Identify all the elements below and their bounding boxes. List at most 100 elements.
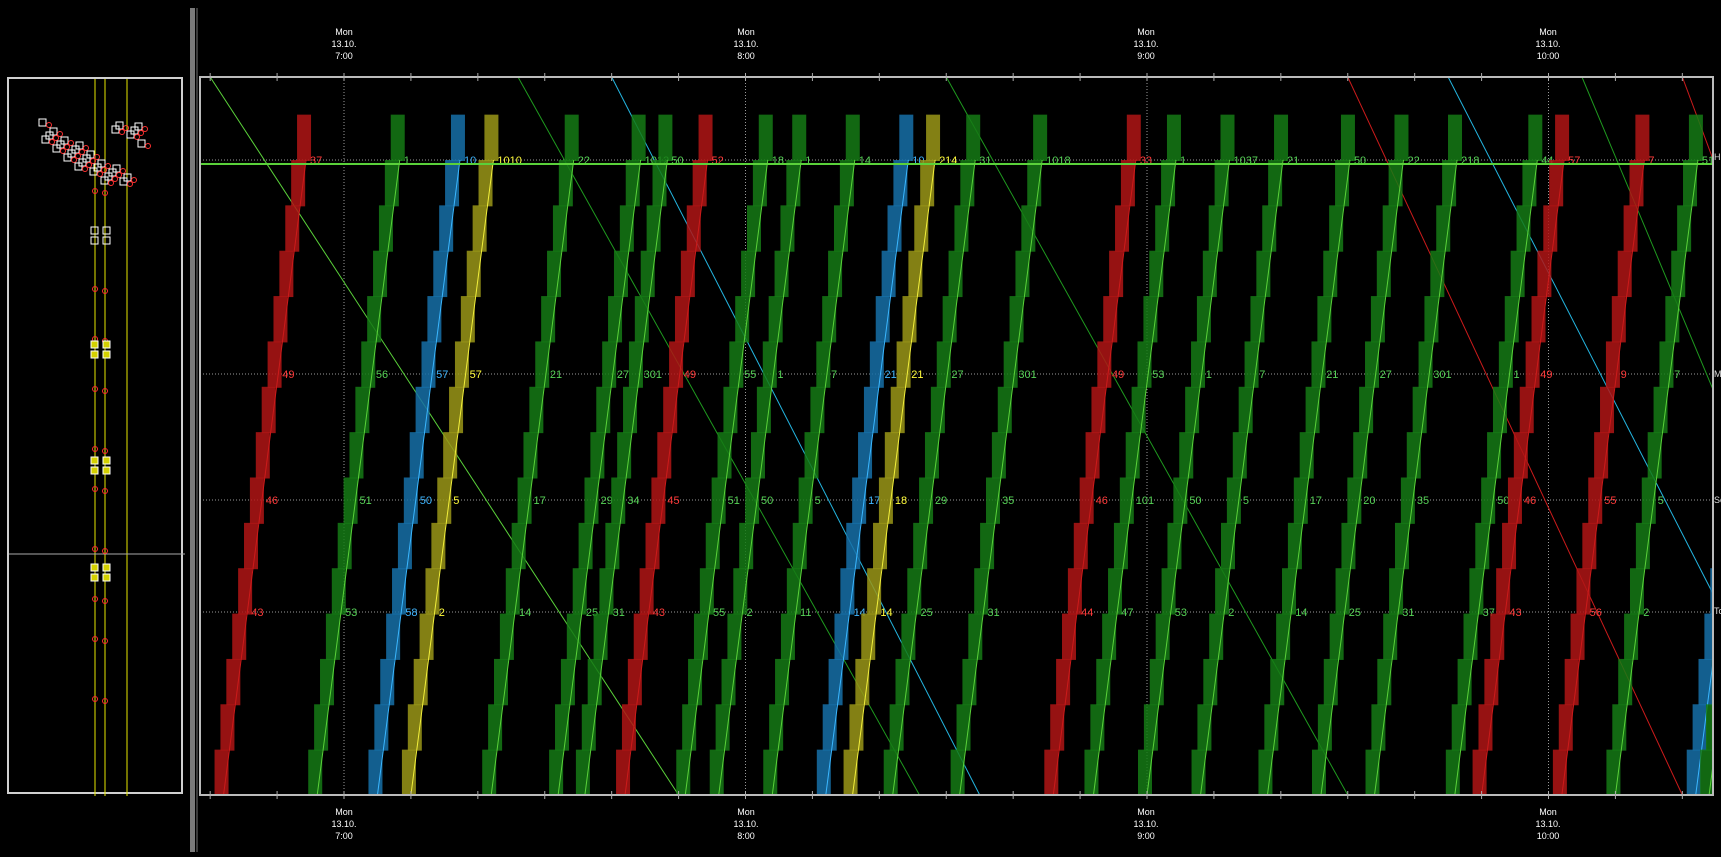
train-path[interactable]: 11181719: [1686, 115, 1721, 796]
signal-marker: [75, 153, 81, 159]
train-paths-layer[interactable]: 3749464315651531057505810105752222117141…: [200, 77, 1721, 796]
train-path-line[interactable]: [1320, 159, 1404, 795]
train-number-label: 44: [1081, 607, 1093, 619]
train-path-line[interactable]: [1092, 159, 1177, 795]
train-path-line[interactable]: [584, 159, 668, 795]
train-path-line[interactable]: [1052, 159, 1137, 795]
train-path[interactable]: 22 27 20 25: [1311, 114, 1420, 796]
signal-marker: [57, 131, 63, 137]
train-path-line[interactable]: [1146, 159, 1230, 795]
train-path[interactable]: 10 57 50 58: [368, 114, 476, 796]
train-path-line[interactable]: [718, 159, 802, 795]
station-node-group[interactable]: [90, 226, 111, 245]
train-path[interactable]: 21 7 5 2: [1191, 114, 1300, 796]
train-path-line[interactable]: [611, 77, 981, 795]
train-path-line[interactable]: [557, 159, 642, 795]
train-path[interactable]: 1018 301 35 31: [950, 114, 1071, 796]
train-path[interactable]: 37 49 46 43: [214, 114, 323, 796]
station-node-cluster[interactable]: [38, 118, 151, 187]
signal-marker: [92, 486, 98, 492]
panel-splitter[interactable]: [190, 8, 195, 852]
train-path-line[interactable]: [316, 159, 401, 795]
time-axis-time: 7:00: [335, 51, 353, 61]
train-path[interactable]: 1 56 51 53: [308, 114, 410, 796]
train-path[interactable]: 1012272925: [549, 114, 669, 796]
station-node-group[interactable]: [90, 563, 111, 582]
train-path[interactable]: 33 49 46 44: [1044, 114, 1152, 796]
train-path[interactable]: 31 27 29 25: [883, 114, 992, 796]
train-number-label: 46: [1096, 495, 1108, 507]
train-occupation-block: [1166, 114, 1181, 161]
train-occupation-block: [297, 114, 312, 161]
train-path[interactable]: 22 21 17 14: [482, 114, 590, 796]
train-number-label: 5: [815, 495, 821, 507]
signal-marker: [53, 135, 59, 141]
signal-marker: [86, 162, 92, 168]
train-path-line[interactable]: [376, 159, 461, 795]
train-number-label: 53: [1152, 369, 1164, 381]
train-path-line[interactable]: [1447, 77, 1721, 795]
train-path-line[interactable]: [825, 159, 909, 795]
train-path-line[interactable]: [1374, 159, 1458, 795]
train-number-label: 57: [1568, 155, 1580, 167]
time-axis-time: 8:00: [737, 51, 755, 61]
train-number-label: 17: [1310, 495, 1322, 507]
train-graph-area[interactable]: Mon 13.10. 7:00 Mon 13.10. 8:00 Mon 13.1…: [198, 0, 1721, 852]
train-path[interactable]: 57 49 46 43: [1472, 114, 1581, 796]
train-number-label: 2: [747, 607, 753, 619]
train-path[interactable]: 52 49 45 43: [616, 114, 724, 796]
train-path[interactable]: 218 301 35 31: [1365, 114, 1480, 796]
time-axis-time: 9:00: [1137, 51, 1155, 61]
train-path-line[interactable]: [1454, 159, 1538, 795]
time-axis-day: Mon: [737, 807, 755, 817]
train-occupation-block: [1688, 114, 1703, 161]
train-number-label: 49: [282, 369, 294, 381]
train-number-label: 31: [979, 155, 991, 167]
train-number-label: 35: [1002, 495, 1014, 507]
train-number-label: 53: [1175, 607, 1187, 619]
train-path-line[interactable]: [1695, 160, 1721, 795]
train-path[interactable]: 214 21 18 14: [843, 114, 958, 796]
time-axis-time: 9:00: [1137, 831, 1155, 841]
train-path-line[interactable]: [1614, 159, 1699, 795]
train-graph-canvas[interactable]: Mon 13.10. 7:00 Mon 13.10. 8:00 Mon 13.1…: [198, 0, 1721, 852]
signal-marker: [120, 168, 126, 174]
train-occupation-block: [758, 114, 773, 161]
signal-marker: [116, 172, 122, 178]
train-number-label: 50: [1497, 495, 1509, 507]
train-path-line[interactable]: [1266, 159, 1351, 795]
station-node: [38, 118, 47, 127]
train-path-line[interactable]: [892, 159, 976, 795]
train-number-label: 21: [550, 369, 562, 381]
signal-marker: [102, 548, 108, 554]
train-number-label: 25: [920, 607, 932, 619]
train-path[interactable]: 1010 57 5 2: [401, 114, 522, 796]
train-path-line[interactable]: [410, 159, 494, 795]
train-number-label: 50: [761, 495, 773, 507]
train-path-line[interactable]: [624, 159, 709, 795]
train-path[interactable]: 50 21 17 14: [1258, 114, 1366, 796]
station-node-group[interactable]: [90, 340, 111, 359]
train-path-line[interactable]: [1200, 159, 1284, 795]
train-path-line[interactable]: [852, 159, 936, 795]
train-path[interactable]: 7 9 55 56: [1552, 114, 1655, 796]
train-path-line[interactable]: [490, 159, 575, 795]
train-path-line[interactable]: [1481, 159, 1565, 795]
train-path-line[interactable]: [684, 159, 769, 795]
train-path[interactable]: 50 301 34 31: [575, 114, 684, 796]
time-axis-top-tick-2: Mon 13.10. 9:00: [1133, 27, 1158, 61]
train-path-line[interactable]: [1561, 159, 1645, 795]
train-path[interactable]: 1 53 101 47: [1084, 114, 1186, 796]
train-path-line[interactable]: [959, 159, 1043, 795]
station-labels: Hi Mi So To: [1714, 152, 1721, 616]
station-node-group[interactable]: [90, 456, 111, 475]
train-path-line[interactable]: [223, 159, 307, 795]
train-path-line[interactable]: [771, 159, 856, 795]
train-path[interactable]: 51 7 5 2: [1606, 114, 1714, 796]
train-path[interactable]: 18 55 51 55: [676, 114, 784, 796]
train-number-label: 43: [251, 607, 263, 619]
station-overview-map[interactable]: [9, 79, 185, 796]
